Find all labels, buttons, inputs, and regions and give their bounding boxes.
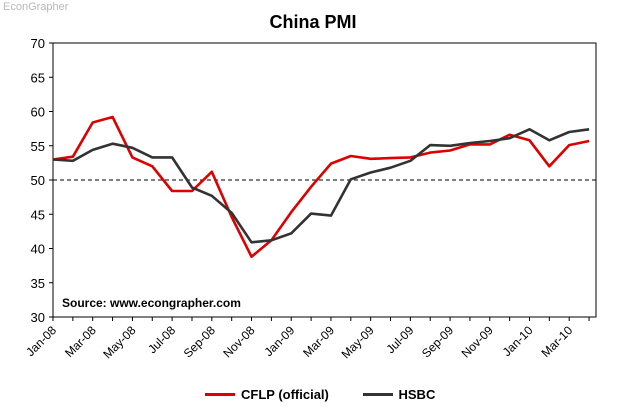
y-tick-label: 35 [31,276,45,291]
legend-swatch-hsbc [362,393,393,396]
legend-swatch-cflp [205,393,235,396]
legend-label-cflp: CFLP (official) [241,387,329,402]
source-annotation: Source: www.econgrapher.com [62,296,241,310]
x-tick-label: Mar-10 [539,323,576,360]
y-tick-label: 60 [31,105,45,120]
legend-item-cflp: CFLP (official) [205,387,329,402]
x-tick-label: Sep-09 [419,323,456,360]
y-tick-label: 55 [31,139,45,154]
x-tick-label: May-09 [339,323,377,361]
y-tick-label: 45 [31,207,45,222]
x-tick-label: Mar-08 [62,323,99,360]
y-tick-label: 30 [31,310,45,325]
y-tick-label: 40 [31,242,45,257]
legend: CFLP (official) HSBC [205,384,465,402]
chart-title: China PMI [269,12,357,32]
x-tick-label: Jan-10 [500,323,536,359]
legend-item-hsbc: HSBC [362,387,436,402]
y-tick-label: 70 [31,36,45,51]
x-tick-label: Sep-08 [181,323,218,360]
x-tick-label: Jul-09 [383,323,416,356]
y-tick-label: 50 [31,173,45,188]
legend-label-hsbc: HSBC [398,387,436,402]
plot-area [52,42,597,318]
y-tick-label: 65 [31,70,45,85]
x-tick-label: Nov-09 [459,323,496,360]
x-tick-label: Jan-08 [23,323,59,359]
watermark: EconGrapher [3,1,69,13]
x-tick-label: Mar-09 [300,323,337,360]
series-line-hsbc [52,128,590,244]
x-tick-label: Nov-08 [220,323,257,360]
x-tick-label: Jul-08 [145,323,178,356]
x-tick-label: Jan-09 [262,323,298,359]
x-tick-label: May-08 [100,323,138,361]
